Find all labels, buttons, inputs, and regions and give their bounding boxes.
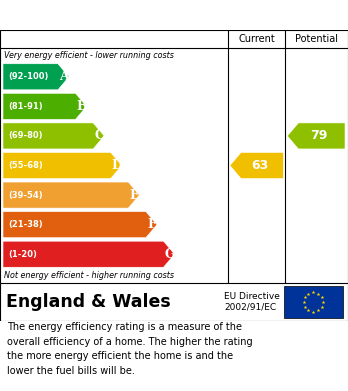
Text: F: F [148,218,156,231]
Polygon shape [287,123,345,149]
Polygon shape [3,241,175,267]
Text: Energy Efficiency Rating: Energy Efficiency Rating [9,7,211,23]
Text: EU Directive
2002/91/EC: EU Directive 2002/91/EC [224,292,280,312]
Polygon shape [3,152,122,179]
Text: Current: Current [238,34,275,44]
Polygon shape [3,123,104,149]
Text: E: E [130,188,139,202]
Text: (1-20): (1-20) [8,250,37,259]
Polygon shape [3,212,157,238]
Text: C: C [94,129,104,142]
Text: 63: 63 [251,159,268,172]
Polygon shape [3,93,87,119]
Text: The energy efficiency rating is a measure of the
overall efficiency of a home. T: The energy efficiency rating is a measur… [7,323,253,376]
Text: B: B [76,100,87,113]
Polygon shape [3,64,69,90]
Text: Not energy efficient - higher running costs: Not energy efficient - higher running co… [4,271,174,280]
Text: G: G [164,248,175,261]
Text: Potential: Potential [295,34,338,44]
Text: (39-54): (39-54) [8,190,42,199]
Text: A: A [59,70,69,83]
Text: D: D [111,159,122,172]
Bar [284,286,343,318]
Text: England & Wales: England & Wales [6,293,171,311]
Text: (55-68): (55-68) [8,161,43,170]
Text: (69-80): (69-80) [8,131,42,140]
Text: (81-91): (81-91) [8,102,42,111]
Text: (21-38): (21-38) [8,220,42,229]
Text: Very energy efficient - lower running costs: Very energy efficient - lower running co… [4,50,174,59]
Text: (92-100): (92-100) [8,72,48,81]
Text: 79: 79 [310,129,327,142]
Polygon shape [230,152,283,179]
Polygon shape [3,182,139,208]
